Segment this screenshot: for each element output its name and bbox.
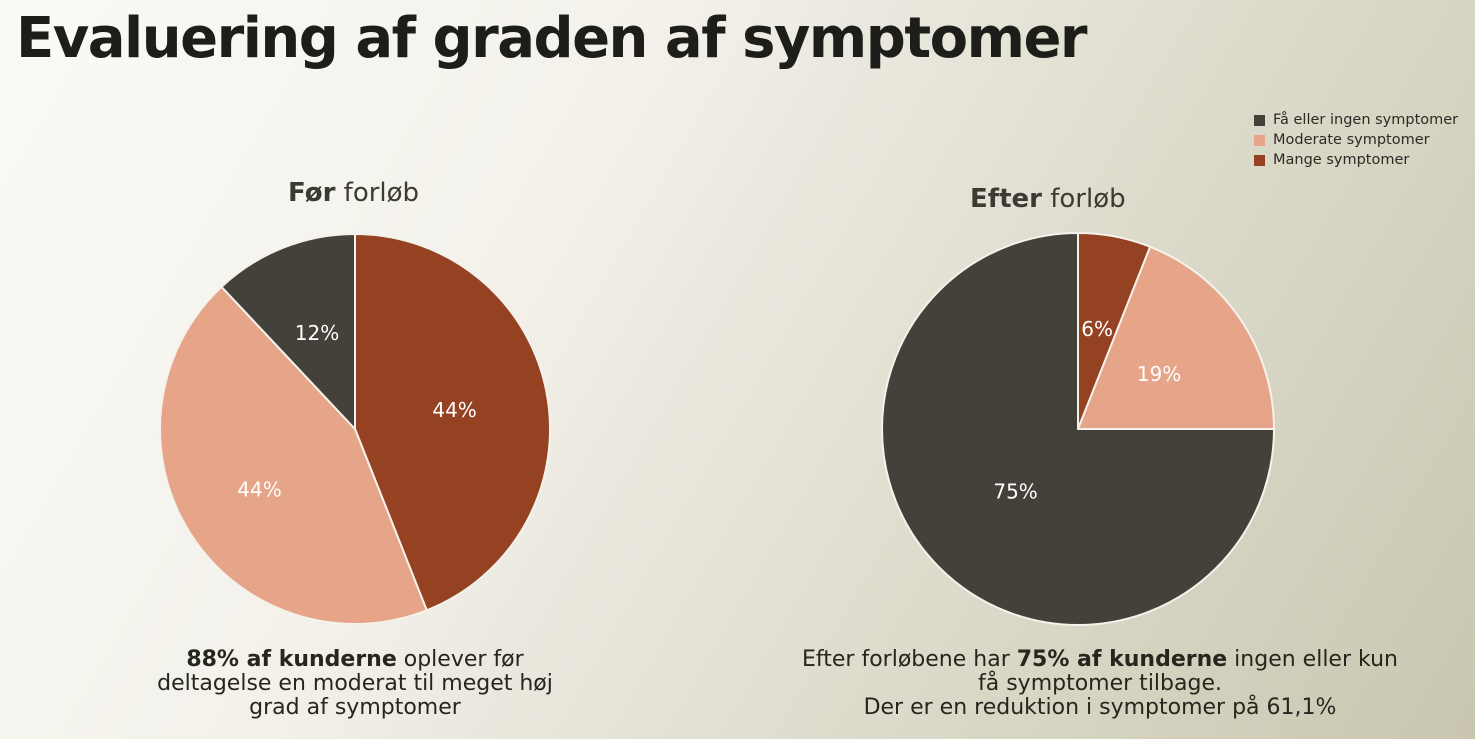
caption-before: 88% af kunderne oplever før deltagelse e… bbox=[130, 648, 580, 720]
legend-label-moderate: Moderate symptomer bbox=[1273, 132, 1430, 148]
chart-legend: Få eller ingen symptomer Moderate sympto… bbox=[1254, 110, 1458, 170]
caption-after-line2: Der er en reduktion i symptomer på 61,1% bbox=[863, 695, 1337, 720]
legend-item-moderate: Moderate symptomer bbox=[1254, 130, 1458, 150]
legend-label-many: Mange symptomer bbox=[1273, 152, 1410, 168]
page-title: Evaluering af graden af symptomer bbox=[16, 6, 1088, 71]
pie-slice-after-f-eller-ingen-symptomer bbox=[881, 232, 1275, 626]
legend-item-many: Mange symptomer bbox=[1254, 150, 1458, 170]
subtitle-before-rest: forløb bbox=[335, 178, 420, 208]
caption-before-rest: oplever før deltagelse en moderat til me… bbox=[157, 647, 553, 720]
caption-after-bold: 75% af kunderne bbox=[1016, 647, 1228, 672]
pie-slice-before-moderate-symptomer bbox=[158, 285, 428, 625]
caption-after-post: ingen eller kun få symptomer tilbage. bbox=[978, 647, 1398, 696]
pie-label-after-moderate-symptomer: 19% bbox=[1137, 362, 1181, 386]
legend-swatch-many bbox=[1254, 154, 1265, 166]
subtitle-after-bold: Efter bbox=[970, 184, 1042, 214]
legend-label-few: Få eller ingen symptomer bbox=[1273, 112, 1459, 128]
chart-subtitle-before: Før forløb bbox=[288, 178, 419, 208]
caption-after-pre: Efter forløbene har bbox=[802, 647, 1017, 672]
pie-label-after-f-eller-ingen-symptomer: 75% bbox=[993, 479, 1037, 503]
subtitle-after-rest: forløb bbox=[1041, 184, 1126, 214]
legend-swatch-few bbox=[1254, 114, 1265, 126]
legend-item-few: Få eller ingen symptomer bbox=[1254, 110, 1458, 130]
subtitle-before-bold: Før bbox=[288, 178, 336, 208]
caption-after: Efter forløbene har 75% af kunderne inge… bbox=[790, 648, 1410, 720]
pie-slice-after-moderate-symptomer bbox=[1077, 245, 1275, 430]
pie-label-before-mange-symptomer: 44% bbox=[432, 398, 476, 422]
pie-before: 44% 44% 12% bbox=[158, 233, 551, 625]
pie-label-before-moderate-symptomer: 44% bbox=[237, 478, 281, 502]
pie-after: 6% 19% 75% bbox=[881, 232, 1275, 626]
pie-label-before-f-eller-ingen-symptomer: 12% bbox=[295, 321, 339, 345]
legend-swatch-moderate bbox=[1254, 134, 1265, 146]
chart-subtitle-after: Efter forløb bbox=[970, 184, 1126, 214]
pie-slice-before-f-eller-ingen-symptomer bbox=[220, 233, 356, 430]
caption-before-bold: 88% af kunderne bbox=[186, 647, 397, 672]
pie-slice-before-mange-symptomer bbox=[354, 233, 551, 612]
pie-label-after-mange-symptomer: 6% bbox=[1081, 317, 1113, 341]
